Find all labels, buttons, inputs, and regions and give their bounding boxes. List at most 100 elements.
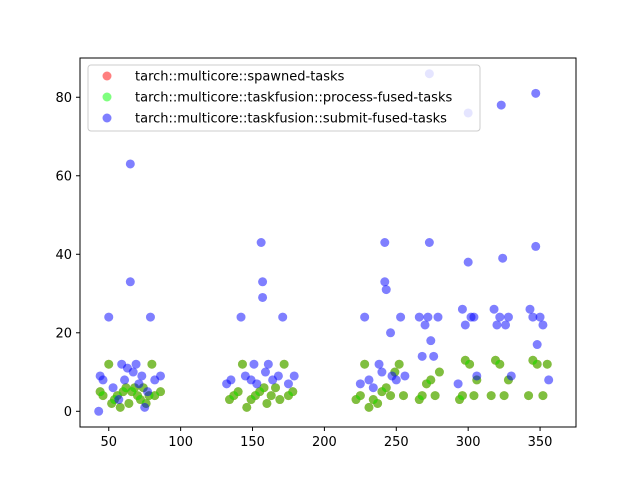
point-2-52 xyxy=(417,351,427,361)
point-2-27 xyxy=(256,238,266,247)
point-2-3 xyxy=(104,312,114,322)
point-2-42 xyxy=(377,367,387,377)
point-2-49 xyxy=(396,312,406,322)
point-2-78 xyxy=(531,88,541,98)
point-2-58 xyxy=(429,351,439,361)
point-2-21 xyxy=(226,375,236,385)
point-2-62 xyxy=(460,320,470,330)
point-2-64 xyxy=(463,257,473,267)
point-2-10 xyxy=(125,277,135,287)
point-1-22 xyxy=(233,387,243,397)
point-1-46 xyxy=(394,359,404,369)
point-1-43 xyxy=(381,383,391,393)
point-1-55 xyxy=(457,391,467,401)
point-1-9 xyxy=(124,398,134,408)
point-1-39 xyxy=(364,402,374,412)
point-1-35 xyxy=(288,387,298,397)
x-tick-label-1: 100 xyxy=(168,435,193,450)
series-1 xyxy=(95,355,552,412)
point-1-47 xyxy=(398,391,408,401)
point-1-6 xyxy=(115,402,125,412)
point-2-39 xyxy=(364,375,374,385)
point-2-25 xyxy=(249,359,259,369)
point-2-67 xyxy=(472,371,482,381)
point-1-67 xyxy=(532,359,542,369)
point-2-75 xyxy=(506,371,516,381)
point-2-68 xyxy=(489,304,499,314)
point-1-51 xyxy=(426,375,436,385)
point-2-82 xyxy=(538,320,548,330)
point-1-29 xyxy=(262,398,272,408)
legend-box xyxy=(87,64,481,132)
point-2-80 xyxy=(532,340,542,350)
point-1-17 xyxy=(147,359,157,369)
point-1-19 xyxy=(156,387,166,397)
point-1-37 xyxy=(355,391,365,401)
legend-marker-0 xyxy=(102,71,112,81)
point-2-66 xyxy=(469,312,479,322)
x-tick-label-5: 300 xyxy=(456,435,481,450)
point-2-59 xyxy=(433,312,443,322)
point-2-43 xyxy=(380,238,390,247)
y-tick-label-1: 20 xyxy=(55,326,72,341)
point-2-36 xyxy=(289,371,299,381)
point-1-30 xyxy=(266,391,276,401)
point-1-41 xyxy=(373,398,383,408)
point-2-83 xyxy=(544,375,554,385)
point-1-52 xyxy=(430,391,440,401)
point-2-69 xyxy=(492,320,502,330)
point-2-14 xyxy=(137,371,147,381)
point-2-70 xyxy=(495,312,505,322)
point-2-2 xyxy=(98,375,108,385)
point-2-19 xyxy=(156,371,166,381)
point-1-33 xyxy=(279,359,289,369)
point-2-72 xyxy=(498,253,508,263)
point-1-53 xyxy=(434,367,444,377)
point-1-60 xyxy=(486,391,496,401)
point-2-41 xyxy=(374,359,384,369)
point-2-29 xyxy=(258,292,268,302)
y-tick-label-2: 40 xyxy=(55,248,72,263)
point-2-33 xyxy=(273,371,283,381)
point-2-4 xyxy=(108,383,118,393)
x-tick-label-4: 250 xyxy=(384,435,409,450)
point-1-32 xyxy=(275,395,285,405)
point-2-79 xyxy=(531,241,541,251)
point-2-73 xyxy=(501,320,511,330)
point-2-48 xyxy=(391,375,401,385)
point-2-44 xyxy=(380,277,390,287)
x-tick-label-0: 50 xyxy=(100,435,117,450)
point-1-38 xyxy=(360,359,370,369)
point-2-7 xyxy=(120,375,130,385)
point-1-63 xyxy=(499,391,509,401)
point-2-56 xyxy=(424,238,434,247)
x-tick-label-2: 150 xyxy=(240,435,265,450)
series-2 xyxy=(94,69,554,416)
point-2-16 xyxy=(143,387,153,397)
x-axis: 50 100 150 200 250 300 350 xyxy=(100,427,552,450)
point-2-60 xyxy=(453,379,463,389)
point-2-31 xyxy=(263,359,273,369)
y-tick-label-0: 0 xyxy=(64,405,72,420)
legend-marker-2 xyxy=(102,113,112,123)
point-2-40 xyxy=(368,383,378,393)
x-tick-label-6: 350 xyxy=(528,435,553,450)
point-1-1 xyxy=(98,391,108,401)
legend-label-0: tarch::multicore::spawned-tasks xyxy=(135,70,345,85)
y-axis: 0 20 40 60 80 xyxy=(55,91,80,420)
point-2-38 xyxy=(360,312,370,322)
point-2-30 xyxy=(260,367,270,377)
plot-frame xyxy=(79,57,577,428)
point-2-0 xyxy=(94,406,104,416)
point-2-37 xyxy=(355,379,365,389)
point-1-24 xyxy=(242,402,252,412)
point-1-44 xyxy=(386,391,396,401)
point-2-46 xyxy=(386,328,396,338)
legend-label-2: tarch::multicore::taskfusion::submit-fus… xyxy=(135,112,447,127)
point-1-28 xyxy=(259,383,269,393)
point-1-23 xyxy=(237,359,247,369)
point-1-31 xyxy=(271,383,281,393)
point-2-26 xyxy=(252,379,262,389)
point-1-65 xyxy=(524,391,534,401)
